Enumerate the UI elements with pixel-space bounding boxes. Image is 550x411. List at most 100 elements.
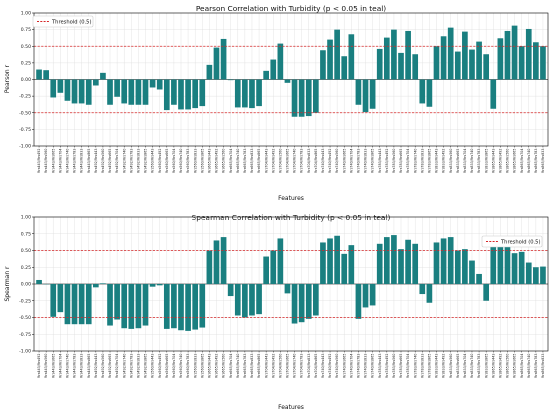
bar [277, 43, 284, 80]
x-tick-label: Rrs783/Rrs740 [413, 149, 417, 173]
bar [192, 284, 199, 330]
x-tick-label: Rrs865/Rrs665 [513, 149, 517, 173]
x-tick-label: Rrs704/Rrs443 [264, 354, 268, 378]
x-tick-label: Rrs560/Rrs704 [172, 354, 176, 378]
x-tick-label: Rrs783/Rrs665 [399, 149, 403, 173]
bar [107, 284, 113, 326]
bar [447, 237, 454, 284]
x-tick-label: Rrs443/Rrs704 [58, 354, 62, 378]
bar [227, 79, 234, 81]
bar [199, 79, 206, 107]
bar [355, 79, 362, 105]
x-tick-label: Rrs783/Rrs704 [406, 354, 410, 378]
bar [263, 70, 269, 80]
x-tick-label: Rrs492/Rrs865 [144, 149, 148, 173]
x-tick-label: Rrs865/Rrs833 [541, 149, 545, 173]
spearman-chart: Spearman Correlation with Turbidity (p <… [4, 213, 549, 411]
x-tick-label: Rrs740/Rrs865 [371, 354, 375, 378]
bar [412, 54, 419, 80]
bar [525, 28, 532, 80]
bar [511, 253, 518, 284]
bar [43, 70, 49, 80]
x-tick-label: Rrs665/Rrs833 [250, 149, 254, 173]
x-tick-label: Rrs833/Rrs560 [449, 149, 453, 173]
x-tick-label: Rrs783/Rrs492 [385, 149, 389, 173]
x-tick-label: Rrs833/Rrs665 [456, 149, 460, 173]
x-tick-label: Rrs665/Rrs704 [229, 149, 233, 173]
x-tick-label: Rrs443/Rrs560 [44, 149, 48, 173]
x-tick-label: Rrs704/Rrs865 [314, 149, 318, 173]
bar [92, 284, 99, 288]
legend-entry: Threshold (0.5) [51, 20, 92, 26]
bar [163, 79, 170, 111]
x-tick-label: Rrs833/Rrs704 [463, 149, 467, 173]
x-tick-label: Rrs560/Rrs783 [186, 149, 190, 173]
bar [341, 56, 348, 80]
x-tick-label: Rrs783/Rrs865 [427, 149, 431, 173]
x-tick-label: Rrs833/Rrs704 [463, 354, 467, 378]
x-tick-label: Rrs833/Rrs740 [470, 149, 474, 173]
x-tick-label: Rrs783/Rrs665 [399, 354, 403, 378]
y-tick-label: -1.00 [19, 144, 31, 150]
bar [107, 79, 113, 105]
y-tick-label: 0.25 [21, 60, 31, 66]
bar [163, 284, 170, 329]
bar [256, 79, 262, 107]
x-tick-label: Rrs740/Rrs492 [328, 354, 332, 378]
bar [57, 284, 64, 313]
y-axis-label: Pearson r [4, 64, 11, 93]
bar [249, 284, 255, 316]
bar [348, 245, 355, 284]
x-tick-label: Rrs443/Rrs740 [66, 354, 70, 378]
x-tick-label: Rrs740/Rrs833 [364, 149, 368, 173]
x-tick-label: Rrs492/Rrs833 [137, 354, 141, 378]
bar [142, 284, 149, 326]
y-tick-label: 1.00 [21, 215, 31, 221]
bar [171, 79, 177, 105]
x-tick-label: Rrs665/Rrs740 [236, 354, 240, 378]
x-tick-label: Rrs665/Rrs865 [257, 354, 261, 378]
bar [313, 79, 319, 113]
x-tick-label: Rrs560/Rrs783 [186, 354, 190, 378]
x-tick-label: Rrs492/Rrs704 [115, 149, 119, 173]
bar [270, 250, 277, 284]
x-tick-label: Rrs704/Rrs865 [314, 354, 318, 378]
x-tick-label: Rrs704/Rrs492 [271, 354, 275, 378]
bar [263, 256, 269, 284]
x-tick-label: Rrs492/Rrs443 [94, 354, 98, 378]
x-tick-label: Rrs704/Rrs783 [300, 354, 304, 378]
bar [156, 79, 163, 90]
x-tick-label: Rrs665/Rrs560 [222, 149, 226, 173]
bar [192, 79, 199, 109]
bar [462, 31, 468, 80]
x-tick-label: Rrs865/Rrs783 [534, 149, 538, 173]
bar [178, 79, 184, 110]
x-tick-label: Rrs740/Rrs492 [328, 149, 332, 173]
x-tick-label: Rrs443/Rrs783 [73, 354, 77, 378]
chart-title: Pearson Correlation with Turbidity (p < … [196, 4, 386, 13]
bar [391, 29, 397, 80]
x-tick-label: Rrs492/Rrs704 [115, 354, 119, 378]
bar [426, 79, 433, 107]
plot-frame [33, 216, 549, 352]
bar [149, 284, 156, 287]
x-tick-label: Rrs783/Rrs492 [385, 354, 389, 378]
x-tick-label: Rrs560/Rrs665 [165, 354, 169, 378]
x-tick-label: Rrs865/Rrs443 [491, 149, 495, 173]
x-tick-label: Rrs833/Rrs783 [477, 149, 481, 173]
x-tick-label: Rrs492/Rrs560 [101, 149, 105, 173]
bar [454, 51, 461, 80]
x-tick-label: Rrs665/Rrs783 [243, 149, 247, 173]
y-tick-label: -0.50 [19, 110, 31, 116]
legend: Threshold (0.5) [32, 15, 94, 28]
bar [320, 242, 326, 284]
bar [440, 36, 447, 80]
x-tick-label: Rrs833/Rrs865 [484, 149, 488, 173]
x-tick-label: Rrs740/Rrs704 [349, 354, 353, 378]
bar [135, 284, 142, 329]
bar [369, 284, 376, 306]
bar [305, 79, 312, 117]
y-tick-label: 0.50 [21, 44, 31, 50]
bar [64, 79, 71, 101]
x-tick-label: Rrs704/Rrs833 [307, 354, 311, 378]
